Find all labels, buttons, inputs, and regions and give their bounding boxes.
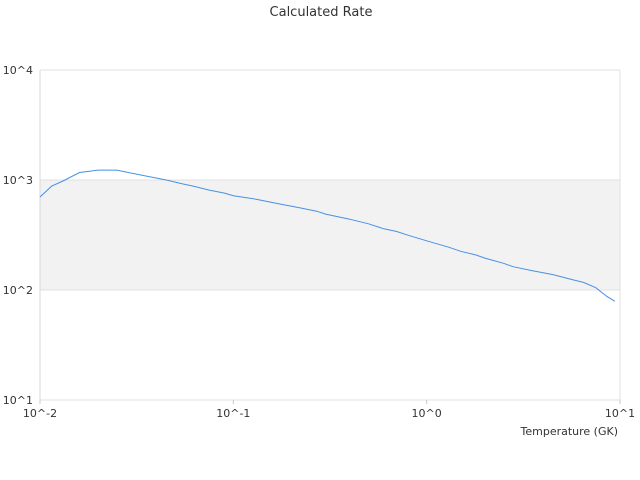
x-axis-ticks: 10^-2 10^-1 10^0 10^1 [23,400,635,420]
y-tick-label-0: 10^1 [3,394,33,407]
series-layer [39,169,616,302]
plot-band-2 [40,70,620,180]
x-tick-label-1: 10^-1 [216,407,250,420]
plot-band-0 [40,290,620,400]
grid-lines [39,69,621,401]
x-tick-label-3: 10^1 [605,407,635,420]
x-axis-label: Temperature (GK) [520,425,619,438]
plot-band-1 [40,180,620,290]
y-tick-label-3: 10^4 [3,64,33,77]
plot-bands [40,70,620,400]
series-line-0 [39,169,616,302]
chart-title: Calculated Rate [270,5,373,20]
y-tick-label-2: 10^3 [3,174,33,187]
x-tick-label-2: 10^0 [412,407,442,420]
y-axis-ticks: 10^1 10^2 10^3 10^4 [3,64,33,407]
x-tick-label-0: 10^-2 [23,407,57,420]
y-tick-label-1: 10^2 [3,284,33,297]
